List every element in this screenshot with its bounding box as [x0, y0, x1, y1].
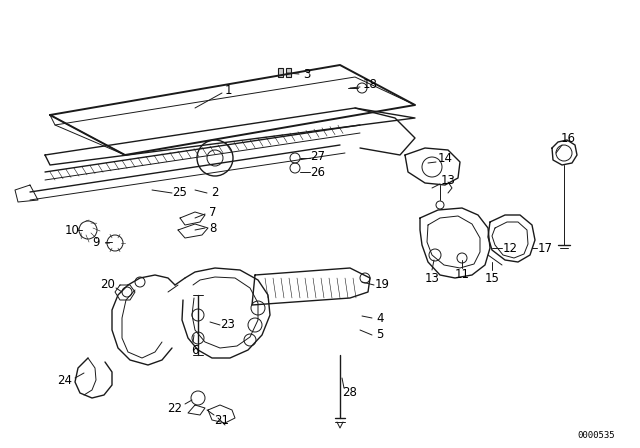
Text: 21: 21 — [214, 414, 230, 426]
Text: 1: 1 — [224, 83, 232, 96]
Text: 12: 12 — [502, 241, 518, 254]
Text: 7: 7 — [209, 206, 217, 219]
Text: 17: 17 — [538, 241, 552, 254]
Text: 27: 27 — [310, 150, 326, 163]
Text: 6: 6 — [191, 344, 199, 357]
Text: 16: 16 — [561, 132, 575, 145]
Text: 11: 11 — [454, 268, 470, 281]
Text: 4: 4 — [376, 311, 384, 324]
Text: 2: 2 — [211, 186, 219, 199]
Text: 8: 8 — [209, 221, 217, 234]
Text: 18: 18 — [363, 78, 378, 91]
Text: 23: 23 — [221, 319, 236, 332]
Text: 25: 25 — [173, 186, 188, 199]
Text: 0000535: 0000535 — [577, 431, 615, 439]
Text: 5: 5 — [376, 328, 384, 341]
Text: 20: 20 — [100, 279, 115, 292]
Text: 10: 10 — [65, 224, 79, 237]
Text: 9: 9 — [92, 236, 100, 249]
Text: 15: 15 — [484, 271, 499, 284]
Text: 22: 22 — [168, 401, 182, 414]
Text: 26: 26 — [310, 165, 326, 178]
Text: 13: 13 — [440, 173, 456, 186]
Text: 19: 19 — [374, 279, 390, 292]
Text: 13: 13 — [424, 271, 440, 284]
Text: 28: 28 — [342, 385, 357, 399]
Text: 14: 14 — [438, 151, 452, 164]
Text: 3: 3 — [303, 68, 310, 81]
Text: 24: 24 — [58, 374, 72, 387]
Bar — [278, 68, 283, 77]
Bar — [286, 68, 291, 77]
